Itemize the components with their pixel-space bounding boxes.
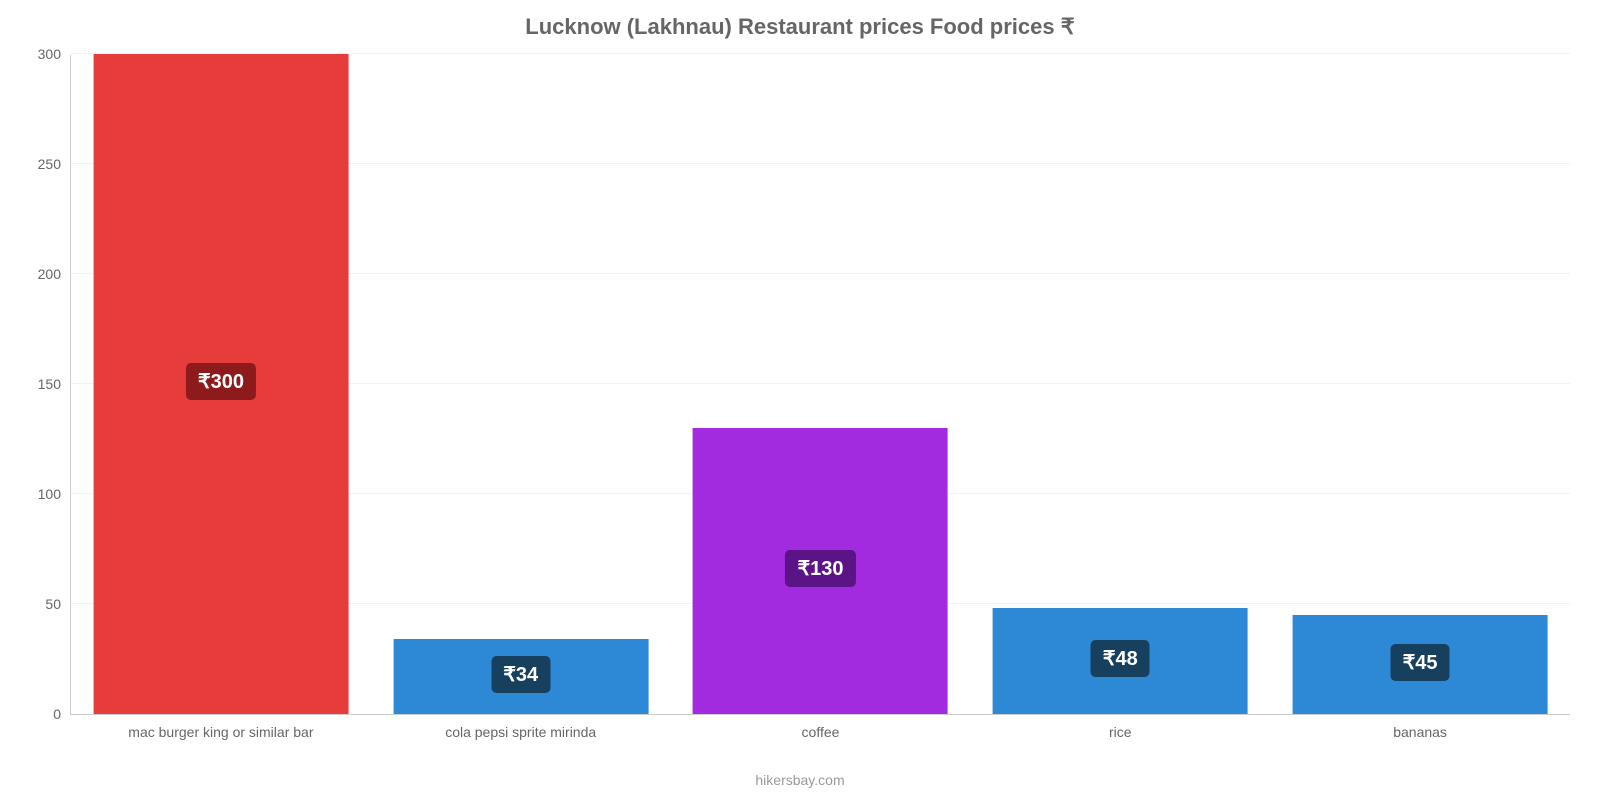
value-badge: ₹48	[1091, 640, 1150, 677]
plot-area: ₹300mac burger king or similar bar₹34col…	[70, 55, 1570, 715]
x-tick-label: bananas	[1393, 714, 1447, 740]
bar-slot: ₹130coffee	[671, 55, 971, 714]
bar-slot: ₹34cola pepsi sprite mirinda	[371, 55, 671, 714]
value-badge: ₹300	[186, 363, 256, 400]
x-tick-label: cola pepsi sprite mirinda	[445, 714, 596, 740]
value-badge: ₹45	[1391, 644, 1450, 681]
x-tick-label: rice	[1109, 714, 1132, 740]
x-tick-label: mac burger king or similar bar	[128, 714, 313, 740]
y-tick-label: 50	[45, 596, 71, 612]
bar-slot: ₹48rice	[970, 55, 1270, 714]
footer-credit: hikersbay.com	[0, 772, 1600, 788]
x-tick-label: coffee	[802, 714, 840, 740]
bars-container: ₹300mac burger king or similar bar₹34col…	[71, 55, 1570, 714]
y-tick-label: 300	[38, 46, 71, 62]
y-tick-label: 100	[38, 486, 71, 502]
bar-slot: ₹45bananas	[1270, 55, 1570, 714]
y-tick-label: 0	[53, 706, 71, 722]
value-badge: ₹34	[491, 656, 550, 693]
y-tick-label: 150	[38, 376, 71, 392]
value-badge: ₹130	[785, 550, 855, 587]
y-tick-label: 250	[38, 156, 71, 172]
chart-title: Lucknow (Lakhnau) Restaurant prices Food…	[0, 0, 1600, 40]
bar-slot: ₹300mac burger king or similar bar	[71, 55, 371, 714]
y-tick-label: 200	[38, 266, 71, 282]
